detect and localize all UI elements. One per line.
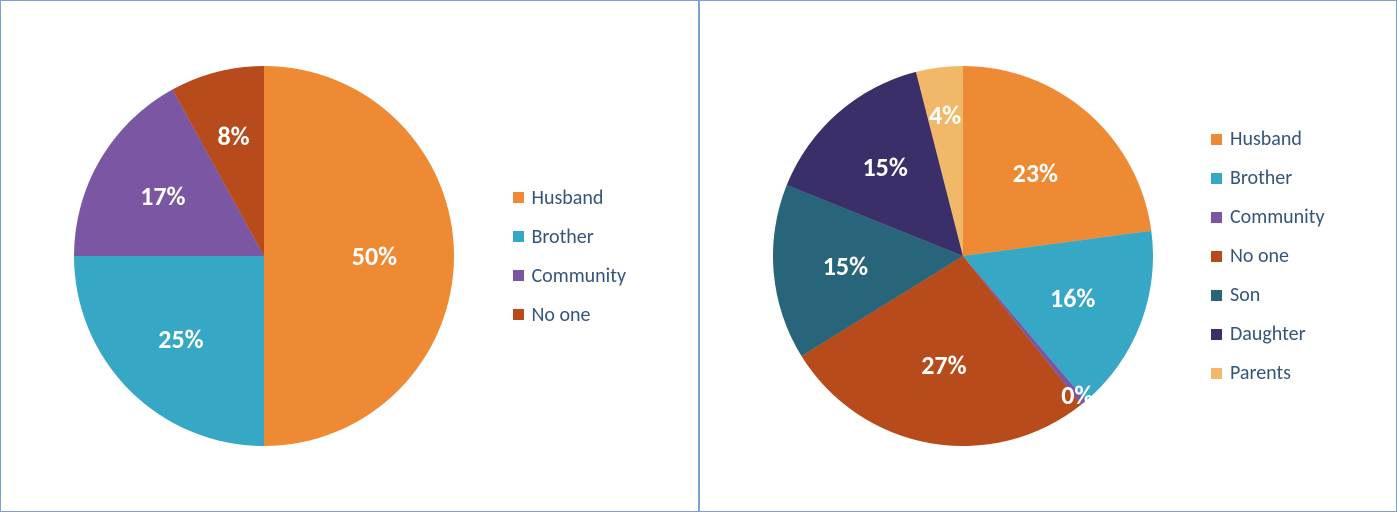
slice-label: 16% <box>1050 282 1095 314</box>
legend-swatch <box>513 270 524 281</box>
legend-item: Husband <box>513 186 673 210</box>
legend-label: Parents <box>1230 361 1291 385</box>
legend-swatch <box>1211 368 1222 379</box>
legend-item: Husband <box>1211 127 1371 151</box>
legend-label: Brother <box>1230 166 1292 190</box>
slice-label: 17% <box>140 180 185 212</box>
slice-label: 8% <box>217 120 249 152</box>
legend-label: Son <box>1230 283 1260 307</box>
legend-item: Community <box>1211 205 1371 229</box>
legend-item: Son <box>1211 283 1371 307</box>
pie-svg <box>74 66 454 446</box>
legend-label: No one <box>1230 244 1289 268</box>
legend-swatch <box>513 192 524 203</box>
legend-label: Husband <box>1230 127 1302 151</box>
slice-label: 15% <box>823 250 868 282</box>
legend-swatch <box>513 231 524 242</box>
legend-label: No one <box>532 303 591 327</box>
slice-label: 23% <box>1013 157 1058 189</box>
slice-label: 25% <box>158 323 203 355</box>
chart-area-right: 23% 16% 0% 27% 15% 15% 4% <box>715 21 1212 491</box>
panel-right: 23% 16% 0% 27% 15% 15% 4% Husband Brother Commun… <box>699 0 1397 512</box>
panel-left: 50% 25% 17% 8% Husband Brother Community No on… <box>0 0 699 512</box>
chart-area-left: 50% 25% 17% 8% <box>16 21 513 491</box>
slice-label: 27% <box>921 349 966 381</box>
legend-label: Community <box>532 264 627 288</box>
legend-item: No one <box>513 303 673 327</box>
legend-item: Parents <box>1211 361 1371 385</box>
legend-item: Brother <box>1211 166 1371 190</box>
legend-swatch <box>1211 212 1222 223</box>
legend-label: Brother <box>532 225 594 249</box>
legend-item: Brother <box>513 225 673 249</box>
legend-item: No one <box>1211 244 1371 268</box>
legend-item: Daughter <box>1211 322 1371 346</box>
legend-swatch <box>1211 134 1222 145</box>
legend-swatch <box>1211 173 1222 184</box>
legend-swatch <box>513 309 524 320</box>
slice-label: 50% <box>352 240 397 272</box>
pie-chart-left: 50% 25% 17% 8% <box>74 66 454 446</box>
legend-right: Husband Brother Community No one Son Daughter… <box>1211 127 1381 385</box>
slice-label: 4% <box>929 99 961 131</box>
legend-label: Daughter <box>1230 322 1306 346</box>
slice-label: 0% <box>1061 379 1093 411</box>
legend-label: Husband <box>532 186 604 210</box>
legend-swatch <box>1211 329 1222 340</box>
legend-item: Community <box>513 264 673 288</box>
legend-label: Community <box>1230 205 1325 229</box>
legend-swatch <box>1211 251 1222 262</box>
pie-chart-right: 23% 16% 0% 27% 15% 15% 4% <box>773 66 1153 446</box>
slice-label: 15% <box>863 151 908 183</box>
legend-swatch <box>1211 290 1222 301</box>
legend-left: Husband Brother Community No one <box>513 186 683 327</box>
